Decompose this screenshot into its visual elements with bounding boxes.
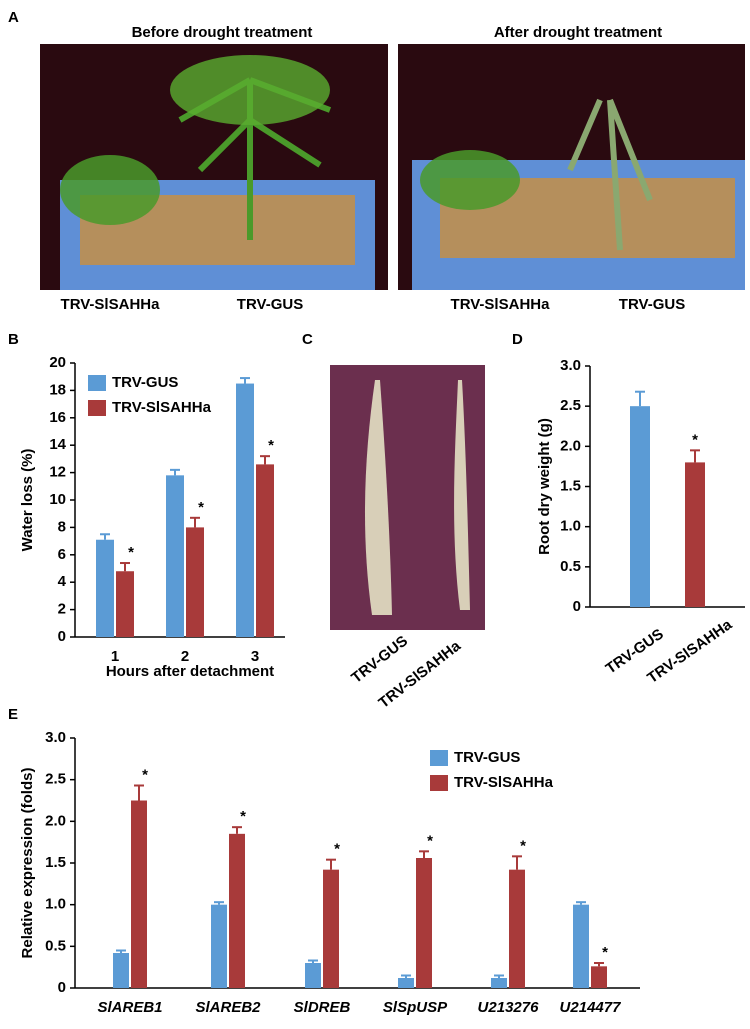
y-tick-label: 2 <box>58 601 66 618</box>
photo-caption: TRV-SlSAHHa <box>451 296 551 313</box>
y-tick-label: 20 <box>49 354 66 371</box>
x-tick-label: 2 <box>181 648 189 665</box>
x-tick-label: 3 <box>251 648 259 665</box>
legend-label: TRV-GUS <box>454 749 520 766</box>
significance: * <box>142 766 148 783</box>
bar <box>256 464 274 637</box>
bar <box>323 869 339 988</box>
y-tick-label: 3.0 <box>560 357 581 374</box>
legend-label: TRV-SlSAHHa <box>112 399 212 416</box>
bar <box>211 904 227 988</box>
y-tick-label: 10 <box>49 491 66 508</box>
significance: * <box>268 437 274 454</box>
x-tick-label: U214477 <box>560 999 622 1016</box>
bar <box>509 869 525 988</box>
significance: * <box>602 944 608 961</box>
bar <box>491 978 507 988</box>
photo-caption: TRV-GUS <box>237 296 303 313</box>
x-tick-label: SlAREB1 <box>97 999 162 1016</box>
panel-label: E <box>8 706 18 723</box>
x-tick-label: TRV-SlSAHHa <box>644 616 735 687</box>
bar <box>166 475 184 637</box>
y-tick-label: 12 <box>49 464 66 481</box>
bar <box>113 953 129 988</box>
legend-label: TRV-SlSAHHa <box>454 774 554 791</box>
bar <box>398 978 414 988</box>
significance: * <box>692 431 698 448</box>
y-tick-label: 1.5 <box>560 477 581 494</box>
photo-title: After drought treatment <box>494 24 662 41</box>
y-tick-label: 4 <box>58 573 67 590</box>
bar <box>630 406 650 607</box>
significance: * <box>427 832 433 849</box>
bar <box>305 963 321 988</box>
y-axis-label: Water loss (%) <box>19 449 36 552</box>
y-tick-label: 0 <box>58 979 66 996</box>
significance: * <box>520 837 526 854</box>
x-tick-label: 1 <box>111 648 119 665</box>
y-tick-label: 0 <box>58 628 66 645</box>
x-tick-label: SlDREB <box>294 999 351 1016</box>
significance: * <box>334 841 340 858</box>
bar <box>186 527 204 637</box>
y-axis-label: Root dry weight (g) <box>536 418 553 555</box>
bar <box>116 571 134 637</box>
legend-label: TRV-GUS <box>112 374 178 391</box>
y-tick-label: 2.0 <box>560 437 581 454</box>
bar <box>573 904 589 988</box>
legend-swatch <box>88 375 106 391</box>
y-tick-label: 0.5 <box>560 558 581 575</box>
photo-title: Before drought treatment <box>132 24 313 41</box>
photo-before <box>40 44 388 290</box>
panel-label: C <box>302 331 313 348</box>
x-tick-label: U213276 <box>478 999 540 1016</box>
bar <box>416 858 432 988</box>
panel-label: D <box>512 331 523 348</box>
y-tick-label: 2.0 <box>45 812 66 829</box>
bar <box>591 966 607 988</box>
x-axis-label: Hours after detachment <box>106 663 274 680</box>
y-tick-label: 16 <box>49 409 66 426</box>
y-tick-label: 3.0 <box>45 729 66 746</box>
legend-swatch <box>430 750 448 766</box>
y-tick-label: 2.5 <box>45 771 66 788</box>
y-tick-label: 0.5 <box>45 937 66 954</box>
panel-label: B <box>8 331 19 348</box>
y-tick-label: 1.0 <box>560 518 581 535</box>
significance: * <box>128 544 134 561</box>
y-axis-label: Relative expression (folds) <box>19 768 36 959</box>
y-tick-label: 2.5 <box>560 397 581 414</box>
bar <box>96 539 114 637</box>
bar <box>131 800 147 988</box>
y-tick-label: 8 <box>58 518 66 535</box>
x-tick-label: SlAREB2 <box>195 999 261 1016</box>
bar <box>685 462 705 607</box>
y-tick-label: 1.0 <box>45 896 66 913</box>
x-tick-label: SlSpUSP <box>383 999 448 1016</box>
significance: * <box>198 499 204 516</box>
bar <box>236 383 254 637</box>
photo-roots <box>330 365 485 630</box>
photo-caption: TRV-SlSAHHa <box>61 296 161 313</box>
legend-swatch <box>88 400 106 416</box>
panel-label: A <box>8 9 19 26</box>
y-tick-label: 0 <box>573 598 581 615</box>
bar <box>229 833 245 988</box>
y-tick-label: 14 <box>49 436 66 453</box>
photo-caption: TRV-GUS <box>619 296 685 313</box>
y-tick-label: 1.5 <box>45 854 66 871</box>
y-tick-label: 6 <box>58 546 66 563</box>
significance: * <box>240 808 246 825</box>
legend-swatch <box>430 775 448 791</box>
photo-after <box>398 44 745 290</box>
y-tick-label: 18 <box>49 381 66 398</box>
